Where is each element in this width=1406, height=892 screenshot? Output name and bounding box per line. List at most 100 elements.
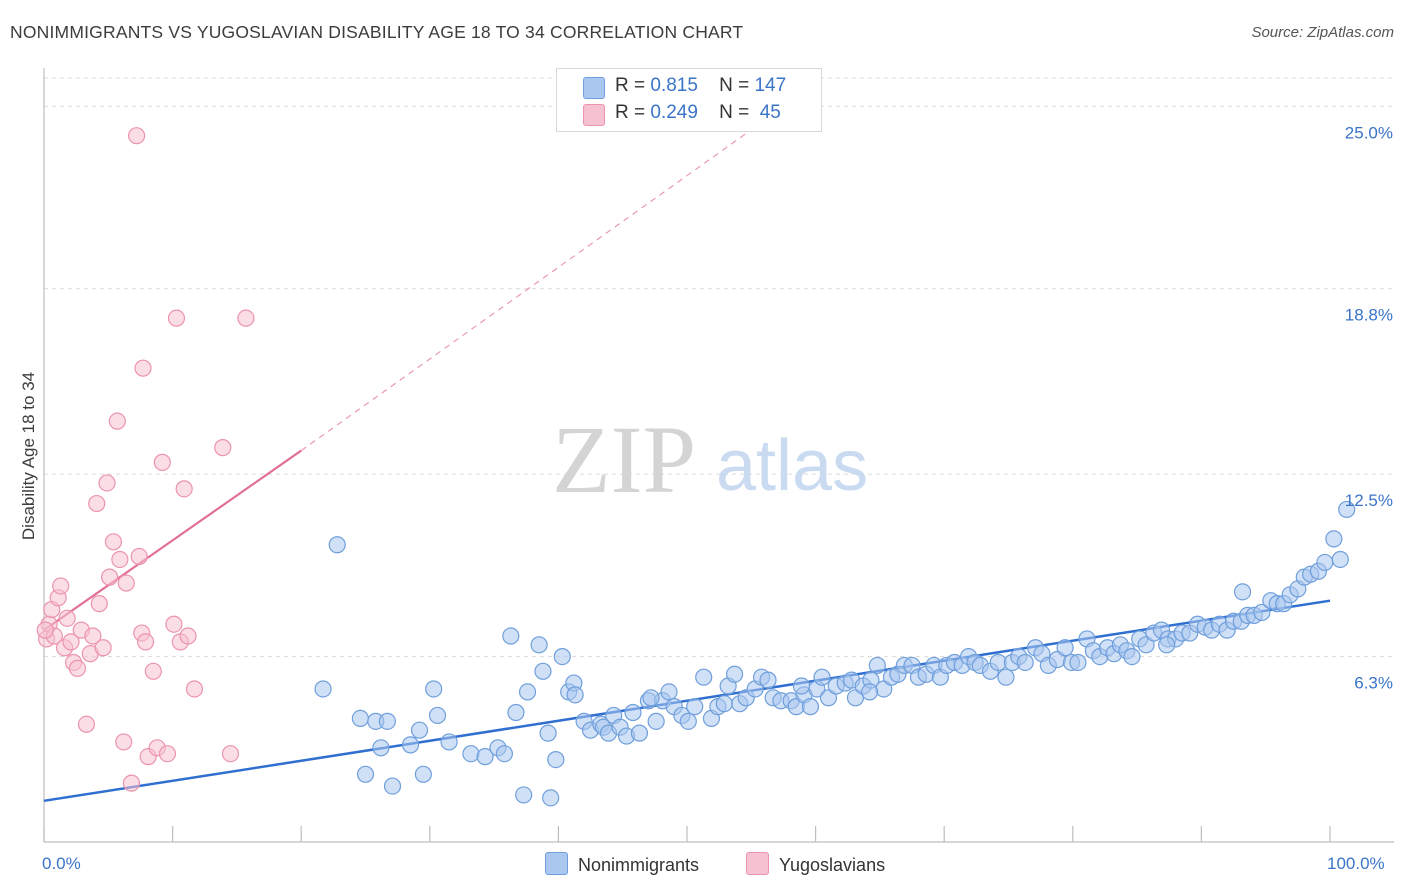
source-label: Source: ZipAtlas.com — [1251, 24, 1394, 41]
data-point-nonimmigrant — [1253, 603, 1271, 622]
data-point-nonimmigrant — [695, 668, 713, 686]
data-point-nonimmigrant — [518, 683, 537, 701]
data-point-yugoslavian — [134, 359, 152, 377]
data-point-nonimmigrant — [792, 677, 811, 695]
legend-n-label: N = — [719, 102, 750, 123]
data-point-nonimmigrant — [1056, 639, 1074, 657]
data-point-yugoslavian — [115, 733, 133, 751]
data-point-yugoslavian — [167, 309, 186, 327]
data-point-nonimmigrant — [566, 686, 584, 704]
data-point-nonimmigrant — [1158, 636, 1176, 654]
watermark: ZIP atlas — [552, 406, 868, 513]
data-point-nonimmigrant — [624, 703, 642, 722]
data-point-yugoslavian — [98, 474, 116, 492]
data-point-nonimmigrant — [715, 695, 733, 713]
legend-swatch-blue — [583, 77, 605, 99]
data-point-yugoslavian — [136, 633, 155, 651]
data-point-nonimmigrant — [372, 739, 390, 757]
data-point-nonimmigrant — [410, 721, 429, 739]
data-point-yugoslavian — [104, 533, 123, 551]
data-point-nonimmigrant — [539, 724, 557, 742]
gridlines — [44, 77, 1394, 658]
x-axis-ticks — [43, 826, 1331, 842]
data-point-nonimmigrant — [495, 745, 513, 763]
data-point-yugoslavian — [90, 595, 108, 613]
data-point-nonimmigrant — [1325, 530, 1343, 548]
data-point-nonimmigrant — [801, 698, 820, 716]
y-tick-label: 6.3% — [1354, 674, 1393, 693]
data-point-nonimmigrant — [462, 745, 480, 763]
data-point-yugoslavian — [185, 680, 204, 698]
data-point-nonimmigrant — [534, 662, 552, 680]
stats-legend: R = 0.815 N = 147 R = 0.249 N = 45 — [556, 68, 822, 132]
legend-r-label: R = — [615, 102, 646, 123]
data-point-yugoslavian — [130, 547, 148, 566]
data-point-nonimmigrant — [1123, 647, 1141, 666]
legend-n-label: N = — [719, 75, 750, 96]
y-tick-label: 18.8% — [1345, 306, 1393, 325]
data-point-nonimmigrant — [542, 789, 560, 807]
data-point-nonimmigrant — [553, 647, 571, 666]
data-point-nonimmigrant — [401, 736, 420, 754]
data-point-nonimmigrant — [679, 712, 697, 730]
data-point-yugoslavian — [88, 494, 106, 513]
data-point-nonimmigrant — [378, 712, 396, 730]
data-points — [36, 127, 1356, 807]
y-tick-label: 25.0% — [1345, 123, 1393, 142]
data-point-nonimmigrant — [351, 709, 369, 727]
data-point-yugoslavian — [108, 412, 126, 430]
data-point-nonimmigrant — [476, 748, 494, 766]
data-point-nonimmigrant — [1338, 500, 1356, 519]
data-point-nonimmigrant — [861, 683, 879, 701]
data-point-nonimmigrant — [356, 765, 375, 783]
x-tick-label-min: 0.0% — [42, 854, 81, 873]
legend-n-value: 45 — [754, 102, 781, 123]
data-point-yugoslavian — [52, 577, 70, 595]
trend-line-yugoslavians — [43, 449, 302, 632]
data-point-nonimmigrant — [440, 733, 458, 751]
data-point-nonimmigrant — [1316, 553, 1334, 572]
data-point-yugoslavian — [153, 453, 171, 471]
data-point-nonimmigrant — [642, 689, 660, 707]
data-point-nonimmigrant — [428, 706, 447, 725]
axes — [43, 68, 1394, 843]
data-point-nonimmigrant — [515, 786, 533, 804]
data-point-nonimmigrant — [425, 680, 443, 698]
legend-r-value: 0.249 — [650, 102, 698, 123]
data-point-yugoslavian — [122, 774, 141, 792]
data-point-nonimmigrant — [1069, 653, 1087, 672]
data-point-yugoslavian — [144, 662, 162, 680]
data-point-nonimmigrant — [686, 698, 704, 716]
data-point-nonimmigrant — [414, 765, 432, 783]
data-point-nonimmigrant — [1016, 653, 1034, 672]
trend-lines — [43, 129, 1331, 803]
series-label-yugoslavians: Yugoslavians — [779, 855, 886, 875]
y-axis-label: Disability Age 18 to 34 — [19, 372, 38, 540]
data-point-yugoslavian — [77, 715, 96, 733]
data-point-nonimmigrant — [813, 668, 831, 686]
data-point-yugoslavian — [68, 659, 87, 677]
data-point-yugoslavian — [100, 568, 119, 586]
data-point-yugoslavian — [62, 633, 80, 651]
trend-extension-yugoslavians — [300, 129, 752, 452]
data-point-nonimmigrant — [1331, 550, 1349, 569]
data-point-nonimmigrant — [630, 724, 649, 742]
y-tick-label: 12.5% — [1345, 491, 1393, 510]
data-point-nonimmigrant — [507, 703, 525, 722]
trend-line-nonimmigrants — [43, 599, 1331, 803]
series-legend-nonimmigrants: Nonimmigrants — [545, 852, 699, 876]
data-point-nonimmigrant — [759, 671, 777, 689]
data-point-yugoslavian — [221, 745, 240, 763]
legend-r-label: R = — [615, 75, 646, 96]
data-point-nonimmigrant — [1233, 583, 1252, 601]
data-point-yugoslavian — [214, 439, 232, 457]
data-point-yugoslavian — [84, 627, 102, 645]
data-point-nonimmigrant — [997, 668, 1015, 686]
watermark-zip: ZIP — [552, 406, 696, 513]
data-point-yugoslavian — [58, 609, 76, 627]
data-point-nonimmigrant — [547, 750, 565, 769]
series-legend-yugoslavians: Yugoslavians — [746, 852, 885, 876]
watermark-atlas: atlas — [716, 426, 868, 506]
data-point-nonimmigrant — [530, 636, 548, 654]
legend-r-value: 0.815 — [650, 75, 698, 96]
